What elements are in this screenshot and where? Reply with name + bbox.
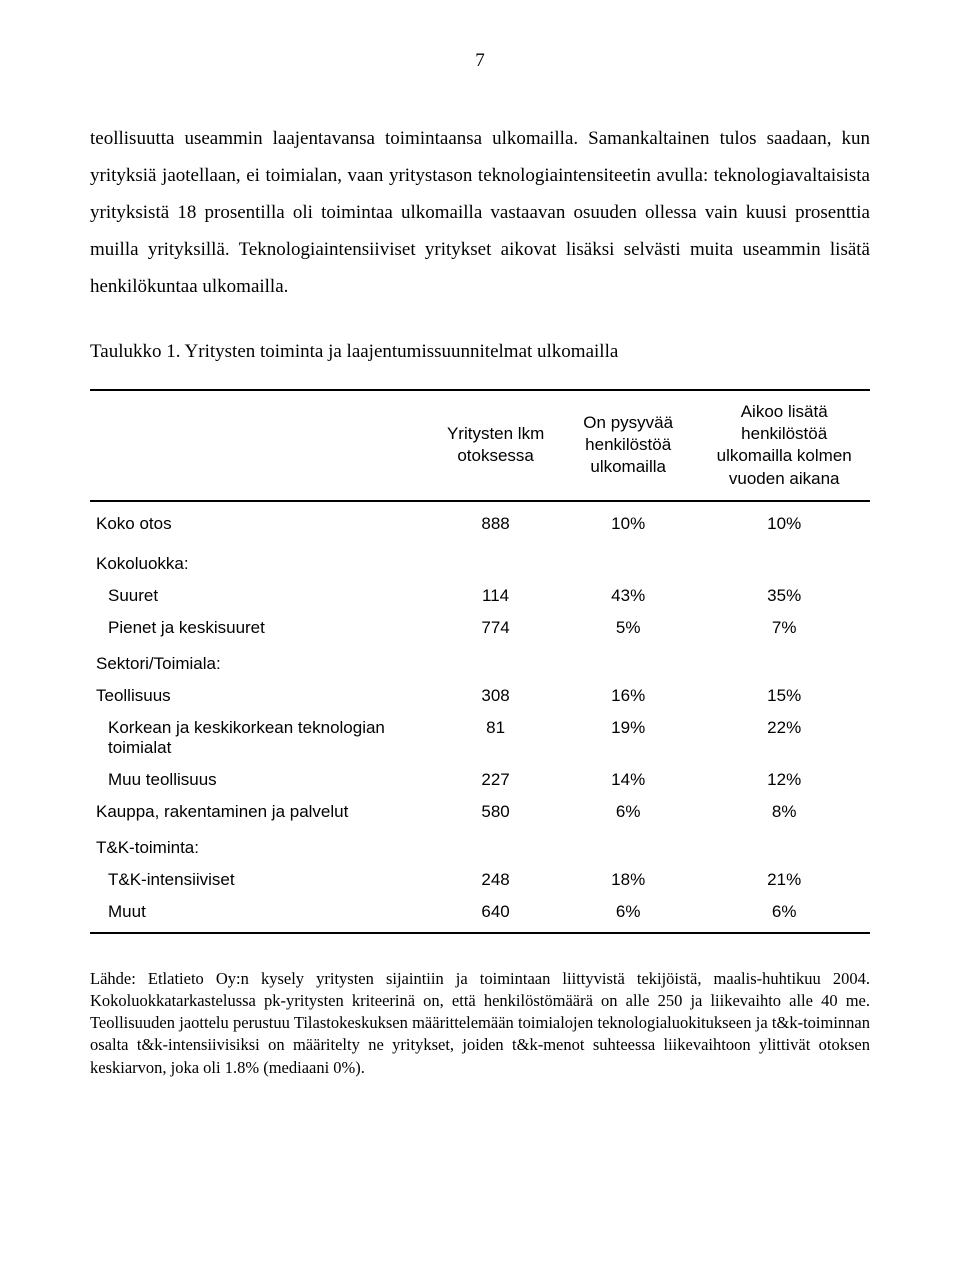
table-header-cell: Yritysten lkm otoksessa: [433, 390, 558, 500]
row-value: 19%: [558, 712, 698, 764]
row-label: T&K-intensiiviset: [90, 864, 433, 896]
data-table: Yritysten lkm otoksessa On pysyvää henki…: [90, 389, 870, 933]
row-value: 21%: [698, 864, 870, 896]
page: 7 teollisuutta useammin laajentavansa to…: [0, 0, 960, 1139]
row-label: Kokoluokka:: [90, 544, 433, 580]
row-value: [558, 544, 698, 580]
table-row: Korkean ja keskikorkean teknologian toim…: [90, 712, 870, 764]
row-label: Teollisuus: [90, 680, 433, 712]
page-number: 7: [90, 50, 870, 72]
row-value: 10%: [698, 501, 870, 544]
row-label: Suuret: [90, 580, 433, 612]
table-row: Koko otos88810%10%: [90, 501, 870, 544]
row-value: 580: [433, 796, 558, 828]
table-header-cell: Aikoo lisätä henkilöstöä ulkomailla kolm…: [698, 390, 870, 500]
row-value: 18%: [558, 864, 698, 896]
row-label: Koko otos: [90, 501, 433, 544]
row-value: 308: [433, 680, 558, 712]
row-value: 8%: [698, 796, 870, 828]
row-value: 10%: [558, 501, 698, 544]
row-value: 888: [433, 501, 558, 544]
table-caption: Taulukko 1. Yritysten toiminta ja laajen…: [90, 341, 870, 363]
table-row: Kauppa, rakentaminen ja palvelut5806%8%: [90, 796, 870, 828]
table-header-row: Yritysten lkm otoksessa On pysyvää henki…: [90, 390, 870, 500]
row-label: Muut: [90, 896, 433, 933]
table-header-cell: [90, 390, 433, 500]
row-value: 248: [433, 864, 558, 896]
table-body: Koko otos88810%10%Kokoluokka:Suuret11443…: [90, 501, 870, 933]
table-header-cell: On pysyvää henkilöstöä ulkomailla: [558, 390, 698, 500]
paragraph-body: teollisuutta useammin laajentavansa toim…: [90, 120, 870, 305]
row-value: [698, 544, 870, 580]
row-label: Sektori/Toimiala:: [90, 644, 433, 680]
row-value: [558, 828, 698, 864]
table-row: Muut6406%6%: [90, 896, 870, 933]
row-label: Muu teollisuus: [90, 764, 433, 796]
row-value: 6%: [558, 796, 698, 828]
row-value: [433, 644, 558, 680]
row-label: Kauppa, rakentaminen ja palvelut: [90, 796, 433, 828]
row-value: 114: [433, 580, 558, 612]
table-row: T&K-intensiiviset24818%21%: [90, 864, 870, 896]
row-value: [558, 644, 698, 680]
row-label: T&K-toiminta:: [90, 828, 433, 864]
table-row: Kokoluokka:: [90, 544, 870, 580]
row-value: 227: [433, 764, 558, 796]
table-row: Muu teollisuus22714%12%: [90, 764, 870, 796]
row-value: 7%: [698, 612, 870, 644]
table-row: Teollisuus30816%15%: [90, 680, 870, 712]
table-row: T&K-toiminta:: [90, 828, 870, 864]
source-note: Lähde: Etlatieto Oy:n kysely yritysten s…: [90, 968, 870, 1079]
table-row: Sektori/Toimiala:: [90, 644, 870, 680]
row-label: Pienet ja keskisuuret: [90, 612, 433, 644]
row-value: 43%: [558, 580, 698, 612]
row-value: 16%: [558, 680, 698, 712]
table-row: Suuret11443%35%: [90, 580, 870, 612]
row-value: 35%: [698, 580, 870, 612]
row-value: 14%: [558, 764, 698, 796]
row-value: 15%: [698, 680, 870, 712]
row-label: Korkean ja keskikorkean teknologian toim…: [90, 712, 433, 764]
row-value: [433, 828, 558, 864]
row-value: 12%: [698, 764, 870, 796]
row-value: 774: [433, 612, 558, 644]
row-value: [698, 644, 870, 680]
row-value: 22%: [698, 712, 870, 764]
row-value: 5%: [558, 612, 698, 644]
row-value: [433, 544, 558, 580]
row-value: [698, 828, 870, 864]
table-row: Pienet ja keskisuuret7745%7%: [90, 612, 870, 644]
row-value: 6%: [558, 896, 698, 933]
row-value: 81: [433, 712, 558, 764]
row-value: 640: [433, 896, 558, 933]
row-value: 6%: [698, 896, 870, 933]
